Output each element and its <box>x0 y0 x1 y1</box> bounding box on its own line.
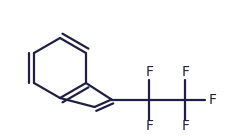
Text: F: F <box>182 66 189 80</box>
Text: F: F <box>145 66 154 80</box>
Text: F: F <box>182 120 189 134</box>
Text: F: F <box>209 92 216 106</box>
Text: F: F <box>145 120 154 134</box>
